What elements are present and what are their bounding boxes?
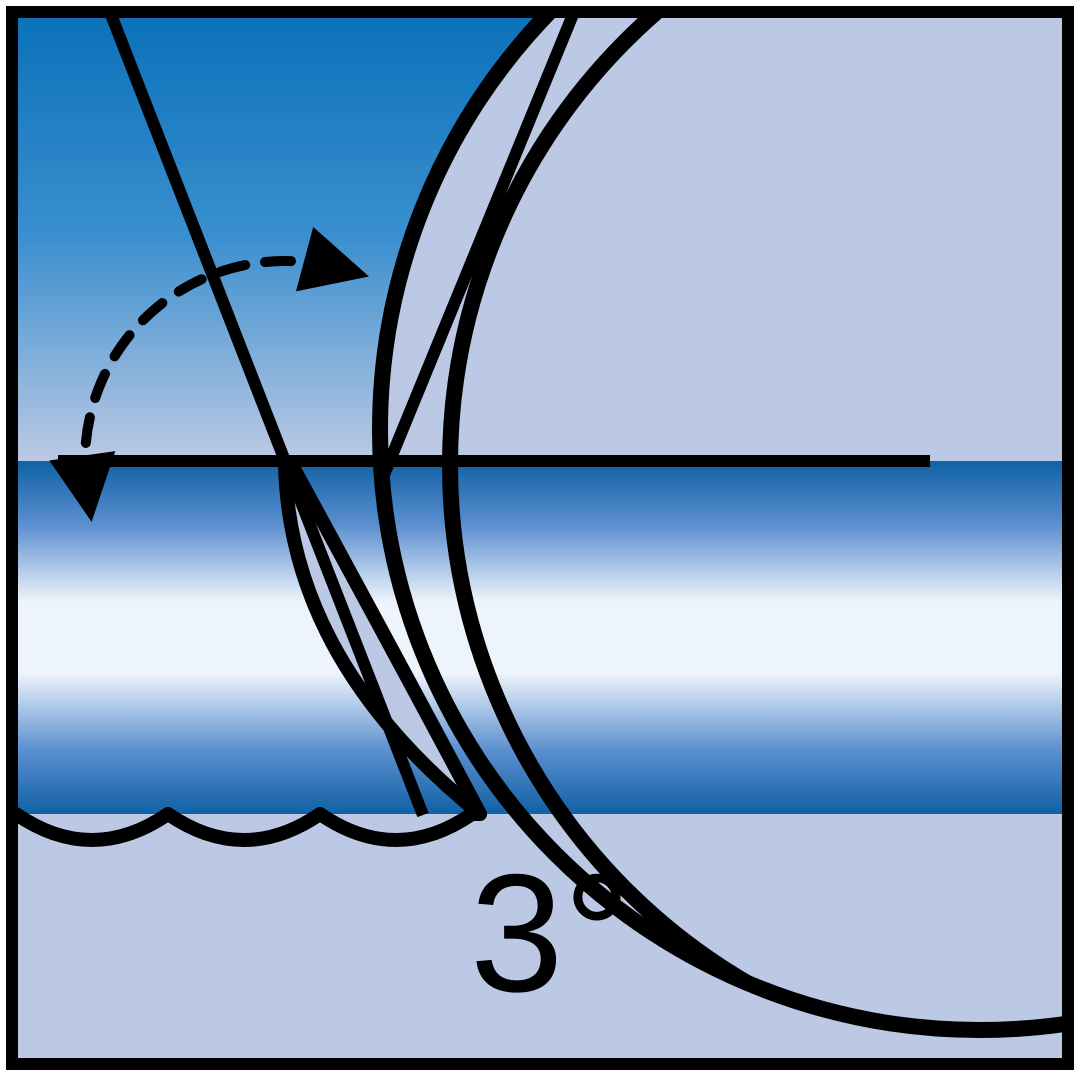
diagram-stage: 3° — [0, 0, 1080, 1080]
angle-label: 3° — [470, 837, 631, 1030]
